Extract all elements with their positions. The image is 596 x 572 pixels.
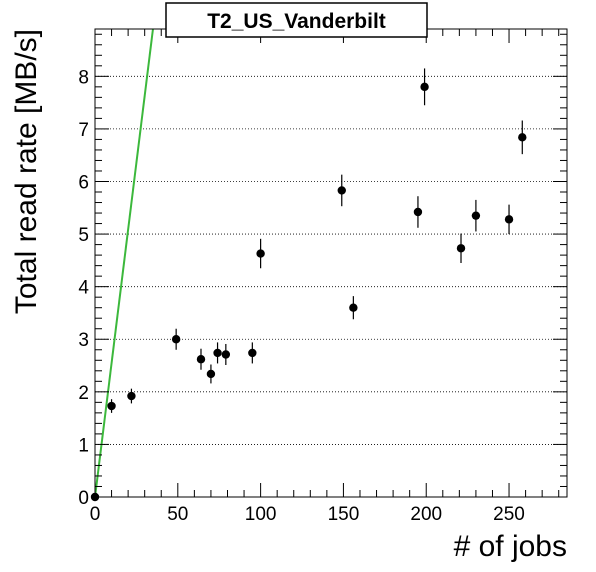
y-tick-label: 0 <box>78 488 89 509</box>
point-marker <box>171 335 181 344</box>
x-tick-label: 250 <box>493 504 525 525</box>
y-axis: 0 1 2 3 4 5 6 7 8 <box>78 33 567 509</box>
y-tick-label: 4 <box>78 278 89 299</box>
point-marker <box>206 369 216 379</box>
data-point <box>196 348 206 370</box>
data-point <box>420 68 429 106</box>
x-tick-label: 100 <box>245 504 277 525</box>
data-point <box>349 296 358 320</box>
data-point <box>171 328 181 350</box>
y-axis-title: Total read rate [MB/s] <box>10 29 43 314</box>
data-point <box>107 399 116 413</box>
title-frame <box>165 2 428 38</box>
point-marker <box>127 391 136 401</box>
y-tick-label: 6 <box>78 172 89 193</box>
data-point <box>518 120 527 155</box>
x-tick-label: 200 <box>410 504 442 525</box>
data-point <box>206 364 216 384</box>
data-point <box>248 342 257 364</box>
point-marker <box>349 303 358 312</box>
point-marker <box>248 348 257 358</box>
data-point <box>504 204 514 235</box>
point-marker <box>518 133 527 142</box>
data-point <box>127 388 136 404</box>
data-point <box>337 174 346 207</box>
point-marker <box>213 348 222 358</box>
point-marker <box>196 355 206 364</box>
y-tick-label: 7 <box>78 120 89 141</box>
point-marker <box>256 249 265 258</box>
y-tick-label: 1 <box>78 435 89 456</box>
point-marker <box>221 350 231 359</box>
y-tick-label: 8 <box>78 67 89 88</box>
y-tick-label: 2 <box>78 383 89 404</box>
data-point <box>221 343 231 366</box>
data-point <box>456 233 466 263</box>
data-point <box>471 199 481 232</box>
data-point <box>256 238 265 269</box>
point-marker <box>504 215 514 224</box>
grid-lines <box>95 75 567 445</box>
x-tick-label: 150 <box>328 504 360 525</box>
x-axis: 0 50 100 150 200 250 <box>90 29 560 525</box>
y-tick-label: 3 <box>78 330 89 351</box>
point-marker <box>413 207 423 217</box>
chart-title-box: T2_US_Vanderbilt <box>165 2 428 38</box>
x-tick-label: 50 <box>167 504 188 525</box>
y-tick-label: 5 <box>78 225 89 246</box>
data-point <box>213 342 222 364</box>
data-point <box>413 196 423 228</box>
point-marker <box>337 186 346 195</box>
chart-title: T2_US_Vanderbilt <box>207 10 386 33</box>
point-marker <box>107 401 116 411</box>
plot-frame <box>94 28 568 498</box>
x-axis-title: # of jobs <box>454 530 567 563</box>
point-marker <box>420 82 429 92</box>
point-marker <box>471 211 481 220</box>
data-points <box>90 68 527 502</box>
x-tick-label: 0 <box>90 504 101 525</box>
reference-line-group <box>94 28 154 498</box>
point-marker <box>456 244 466 253</box>
reference-line <box>94 28 154 498</box>
